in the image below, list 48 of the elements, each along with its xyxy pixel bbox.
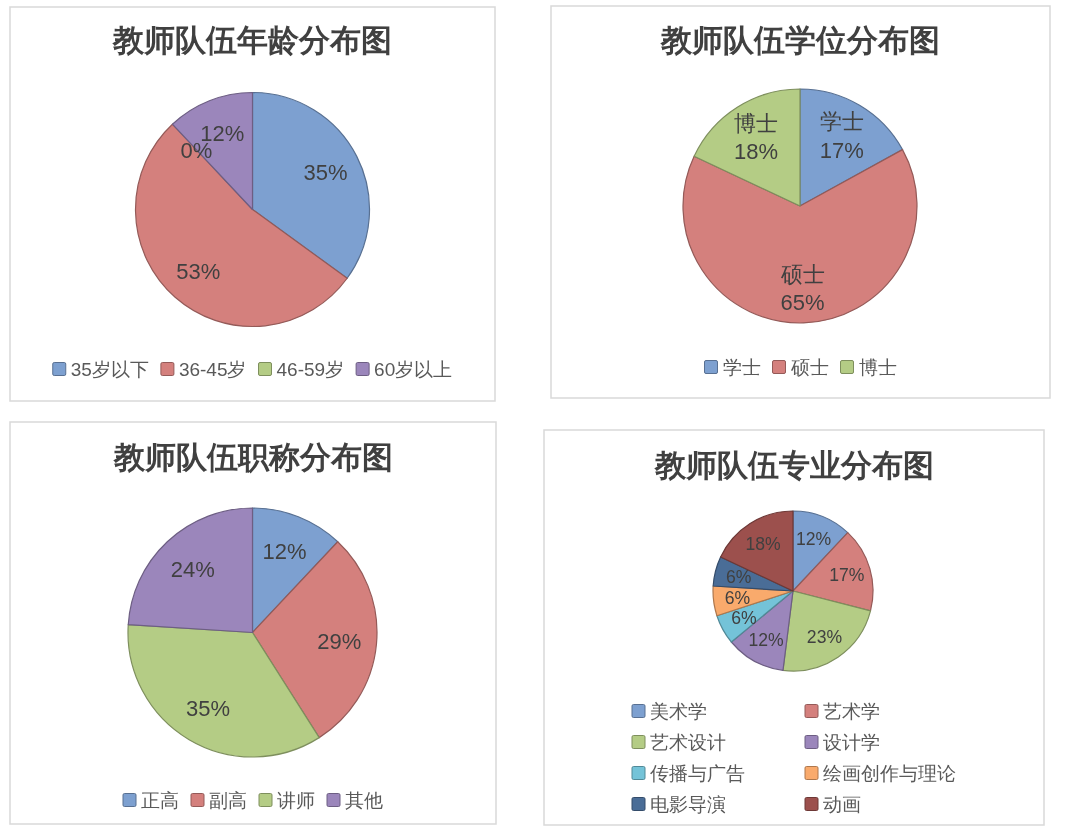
data-label: 6%	[726, 567, 752, 588]
legend-label: 副高	[209, 789, 247, 811]
pie-slice	[251, 91, 371, 279]
data-label: 6%	[724, 588, 751, 609]
legend-label: 动画	[823, 793, 861, 815]
legend-label: 艺术学	[823, 700, 880, 722]
pie-slice	[127, 624, 320, 758]
legend-label: 硕士	[789, 356, 829, 378]
legend-label: 讲师	[277, 789, 315, 811]
data-label: 12%	[796, 528, 832, 549]
data-label: 29%	[317, 628, 362, 654]
data-label: 17%	[829, 565, 865, 586]
legend-label: 其他	[345, 789, 383, 811]
legend-label: 美术学	[650, 700, 707, 722]
data-label: 35%	[303, 159, 348, 185]
data-label: 12%	[748, 630, 784, 651]
legend-label: 60岁以上	[374, 358, 453, 380]
data-label: 53%	[176, 258, 221, 284]
data-label: 6%	[731, 607, 757, 628]
legend-label: 设计学	[823, 731, 880, 753]
legend-label: 36-45岁	[178, 358, 247, 380]
pie-slice	[127, 507, 254, 634]
pie-slice	[782, 590, 872, 672]
pie-slice	[171, 91, 254, 211]
legend-label: 传播与广告	[650, 762, 745, 784]
pie-slice	[251, 541, 378, 739]
pie-slice	[135, 123, 348, 327]
data-label: 23%	[806, 627, 843, 648]
legend-label: 博士	[858, 356, 897, 378]
legend-label: 正高	[141, 789, 179, 811]
data-label: 学士 17%	[819, 108, 864, 163]
data-label: 24%	[170, 556, 215, 582]
data-label: 硕士 65%	[779, 261, 825, 315]
legend-label: 艺术设计	[650, 731, 726, 753]
data-label: 35%	[186, 695, 231, 721]
legend-label: 学士	[722, 356, 761, 378]
legend-label: 电影导演	[650, 793, 726, 815]
data-label: 博士 18%	[734, 110, 779, 164]
legend-label: 绘画创作与理论	[823, 762, 956, 784]
legend-label: 46-59岁	[276, 358, 345, 380]
chart-title: 教师队伍专业分布图	[653, 447, 934, 483]
data-label: 12%	[262, 538, 307, 564]
chart-title: 教师队伍职称分布图	[112, 439, 393, 475]
chart-title: 教师队伍年龄分布图	[112, 22, 392, 58]
legend-label: 35岁以下	[70, 358, 149, 380]
chart-title: 教师队伍学位分布图	[660, 22, 940, 58]
pie-slice	[693, 88, 801, 207]
data-label: 18%	[745, 533, 781, 554]
